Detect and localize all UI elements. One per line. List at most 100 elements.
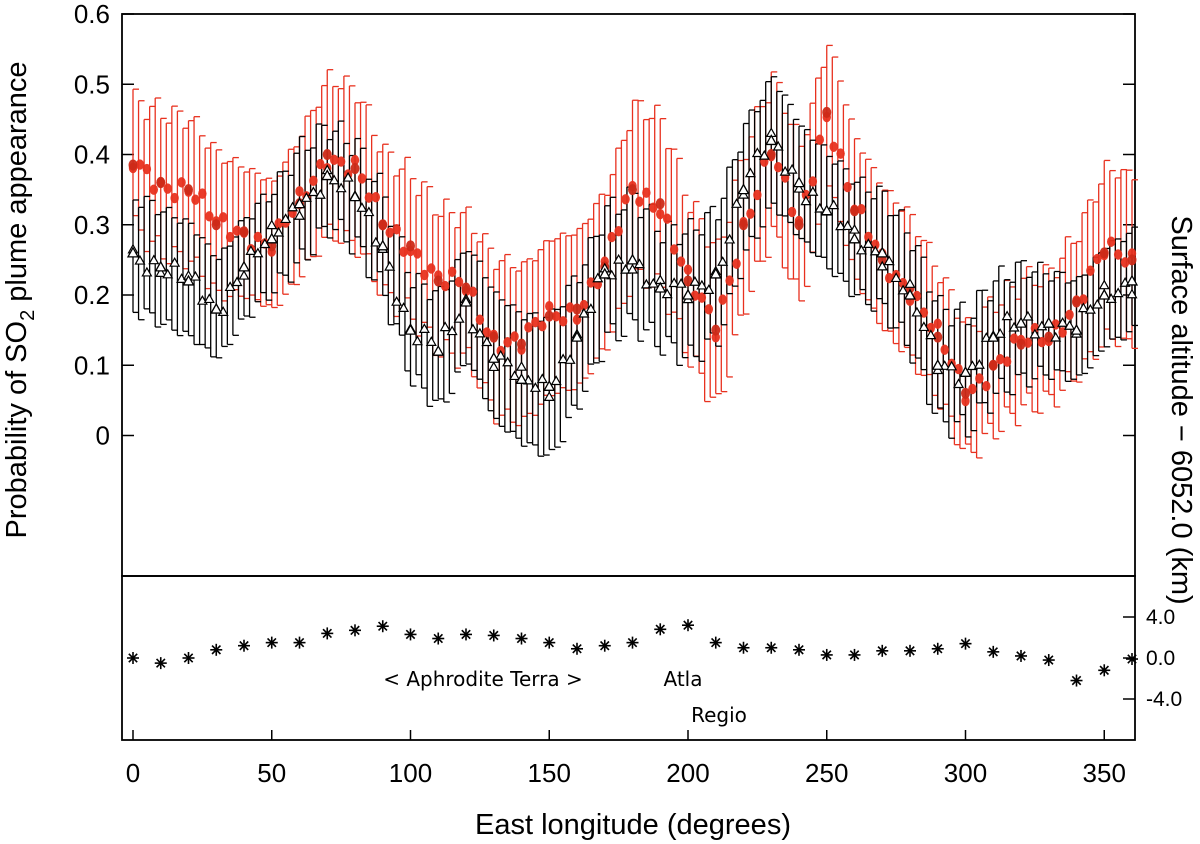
data-point bbox=[432, 344, 445, 356]
data-point bbox=[822, 106, 832, 118]
data-point bbox=[1070, 323, 1083, 335]
data-point bbox=[156, 177, 166, 189]
data-point bbox=[746, 208, 755, 219]
data-point bbox=[655, 198, 665, 210]
data-point bbox=[1016, 338, 1026, 350]
data-point bbox=[515, 360, 528, 371]
data-point bbox=[787, 206, 797, 218]
altitude-point bbox=[1042, 654, 1055, 667]
data-point bbox=[420, 269, 429, 281]
altitude-points bbox=[127, 619, 1138, 687]
data-point bbox=[911, 306, 923, 317]
data-point bbox=[231, 276, 243, 287]
bottom-ytick-label: 0.0 bbox=[1146, 647, 1175, 670]
data-point bbox=[904, 278, 916, 288]
data-point bbox=[503, 337, 512, 348]
data-point bbox=[1057, 317, 1069, 327]
data-point bbox=[835, 220, 847, 231]
altitude-point bbox=[848, 648, 861, 661]
altitude-point bbox=[1126, 653, 1138, 666]
data-point bbox=[718, 294, 727, 305]
data-point bbox=[598, 267, 611, 279]
data-point bbox=[1099, 247, 1109, 259]
data-point bbox=[703, 284, 715, 294]
data-point bbox=[155, 267, 167, 277]
data-point bbox=[1125, 274, 1139, 286]
data-point bbox=[711, 324, 721, 336]
ylabel-part-1: Probability of SO bbox=[1, 321, 33, 539]
data-point bbox=[425, 336, 437, 346]
data-point bbox=[482, 327, 492, 338]
data-point bbox=[205, 211, 214, 222]
data-point bbox=[398, 302, 410, 312]
data-point bbox=[848, 232, 861, 244]
altitude-point bbox=[487, 629, 500, 642]
data-point bbox=[565, 302, 575, 313]
data-point bbox=[467, 323, 479, 334]
data-point bbox=[884, 272, 894, 284]
data-point bbox=[446, 325, 458, 336]
data-point bbox=[224, 281, 236, 292]
altitude-point bbox=[571, 642, 583, 655]
altitude-point bbox=[265, 636, 278, 649]
altitude-point bbox=[1070, 674, 1083, 687]
right-y-axis-title: Surface altitude − 6052.0 (km) bbox=[1165, 215, 1197, 604]
data-point bbox=[807, 186, 819, 196]
data-point bbox=[585, 303, 597, 313]
data-point bbox=[843, 181, 852, 193]
data-point bbox=[704, 304, 714, 315]
data-point bbox=[988, 359, 998, 371]
altitude-point bbox=[1015, 649, 1027, 662]
data-point bbox=[994, 328, 1006, 338]
xtick-label: 250 bbox=[805, 758, 848, 788]
data-point bbox=[300, 192, 312, 202]
data-point bbox=[656, 208, 665, 220]
data-point bbox=[897, 284, 909, 295]
data-point bbox=[681, 288, 695, 300]
black-series-points bbox=[126, 127, 1139, 401]
xtick-label: 200 bbox=[666, 758, 709, 788]
altitude-point bbox=[709, 636, 722, 649]
data-point bbox=[322, 149, 332, 160]
data-point bbox=[536, 373, 548, 384]
data-point bbox=[418, 323, 430, 333]
xtick-label: 150 bbox=[528, 758, 571, 788]
data-point bbox=[829, 141, 838, 152]
data-point bbox=[668, 277, 680, 288]
data-point bbox=[239, 226, 249, 238]
data-point bbox=[669, 244, 679, 255]
data-point bbox=[995, 353, 1005, 365]
data-point bbox=[946, 360, 958, 371]
data-point bbox=[141, 266, 153, 277]
x-axis-title: East longitude (degrees) bbox=[475, 809, 791, 841]
data-point bbox=[744, 167, 756, 178]
data-point bbox=[198, 188, 207, 199]
data-point bbox=[237, 260, 251, 272]
data-point bbox=[142, 163, 152, 175]
data-point bbox=[642, 187, 651, 198]
data-point bbox=[1009, 333, 1019, 344]
data-point bbox=[510, 331, 519, 342]
data-point bbox=[371, 191, 381, 203]
data-point bbox=[543, 391, 555, 401]
data-point bbox=[758, 149, 770, 160]
data-point bbox=[765, 134, 778, 146]
data-point bbox=[820, 204, 833, 216]
data-point bbox=[793, 182, 805, 193]
data-point bbox=[259, 238, 271, 249]
data-point bbox=[731, 198, 743, 208]
data-point bbox=[461, 282, 471, 294]
data-point bbox=[564, 354, 576, 364]
data-point bbox=[203, 293, 215, 304]
data-point bbox=[502, 356, 514, 367]
data-point bbox=[1065, 309, 1074, 320]
data-point bbox=[1120, 257, 1130, 268]
data-point bbox=[751, 147, 763, 158]
data-point bbox=[184, 184, 193, 196]
data-point bbox=[427, 263, 436, 274]
data-point bbox=[697, 292, 707, 303]
red-series-points bbox=[128, 106, 1137, 407]
data-point bbox=[772, 140, 784, 151]
data-point bbox=[495, 349, 507, 360]
data-point bbox=[725, 275, 734, 286]
